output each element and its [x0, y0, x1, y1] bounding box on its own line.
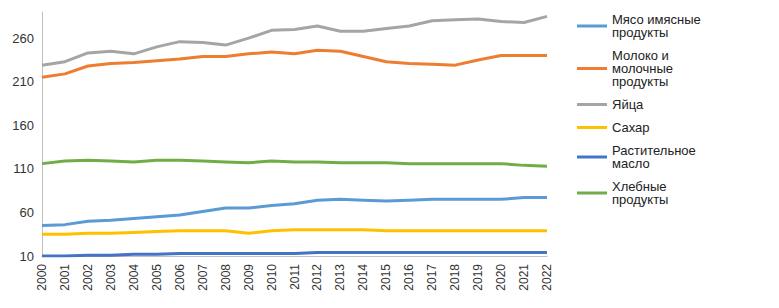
svg-text:Растительное: Растительное	[612, 143, 700, 158]
svg-text:2009: 2009	[242, 264, 256, 291]
svg-text:масло: масло	[612, 156, 650, 171]
svg-text:Хлебные: Хлебные	[612, 179, 671, 194]
svg-text:2013: 2013	[333, 264, 347, 291]
svg-text:2008: 2008	[219, 264, 233, 291]
svg-text:продукты: продукты	[612, 74, 668, 89]
svg-text:молочные: молочные	[612, 61, 677, 76]
svg-text:2010: 2010	[265, 264, 279, 291]
svg-text:Яйца: Яйца	[612, 97, 644, 112]
svg-text:2022: 2022	[540, 264, 554, 291]
svg-text:2007: 2007	[196, 264, 210, 291]
svg-text:2001: 2001	[58, 264, 72, 291]
svg-text:10: 10	[20, 249, 34, 264]
svg-text:Молоко и: Молоко и	[612, 48, 673, 63]
svg-text:Мясо имясные: Мясо имясные	[612, 12, 705, 27]
svg-text:2016: 2016	[402, 264, 416, 291]
svg-text:2019: 2019	[471, 264, 485, 291]
svg-text:2012: 2012	[310, 264, 324, 291]
svg-text:2018: 2018	[448, 264, 462, 291]
svg-text:2021: 2021	[517, 264, 531, 291]
svg-text:2004: 2004	[127, 264, 141, 291]
svg-text:2005: 2005	[150, 264, 164, 291]
svg-text:2003: 2003	[104, 264, 118, 291]
svg-text:2015: 2015	[379, 264, 393, 291]
svg-text:60: 60	[20, 205, 34, 220]
svg-text:110: 110	[13, 161, 34, 176]
svg-text:210: 210	[12, 74, 34, 89]
svg-text:2020: 2020	[494, 264, 508, 291]
svg-text:2014: 2014	[356, 264, 370, 291]
svg-text:2017: 2017	[425, 264, 439, 291]
svg-text:2011: 2011	[288, 264, 302, 290]
svg-text:Сахар: Сахар	[612, 120, 650, 135]
svg-text:2006: 2006	[173, 264, 187, 291]
svg-text:продукты: продукты	[612, 192, 668, 207]
svg-text:продукты: продукты	[612, 25, 668, 40]
svg-text:260: 260	[12, 31, 34, 46]
svg-text:2000: 2000	[35, 264, 49, 291]
svg-text:2002: 2002	[81, 264, 95, 291]
svg-text:160: 160	[12, 118, 34, 133]
